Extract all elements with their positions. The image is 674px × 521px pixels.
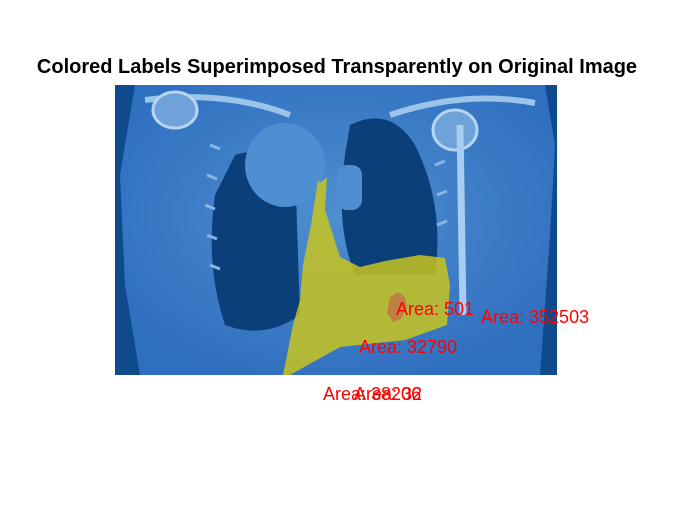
heart-shadow xyxy=(245,123,325,207)
area-label-32: Area: 32 xyxy=(354,384,423,404)
aorta xyxy=(337,165,362,210)
ct-image-with-overlay xyxy=(115,85,557,375)
brown-label-region xyxy=(387,292,407,322)
right-humerus xyxy=(431,108,479,152)
figure-title: Colored Labels Superimposed Transparentl… xyxy=(36,56,638,78)
spine xyxy=(456,124,467,316)
right-clavicle xyxy=(389,95,536,118)
area-label-38206: Area: 38206 xyxy=(323,384,422,404)
right-lung xyxy=(341,118,438,275)
area-label-32790: Area: 32790 xyxy=(359,337,458,357)
area-label-501: Area: 501 xyxy=(396,299,475,319)
left-humerus xyxy=(151,90,199,130)
ribs xyxy=(204,143,448,271)
ct-image-svg xyxy=(115,85,557,375)
area-label-352503: Area: 352503 xyxy=(481,307,590,327)
yellow-label-region xyxy=(283,177,450,375)
